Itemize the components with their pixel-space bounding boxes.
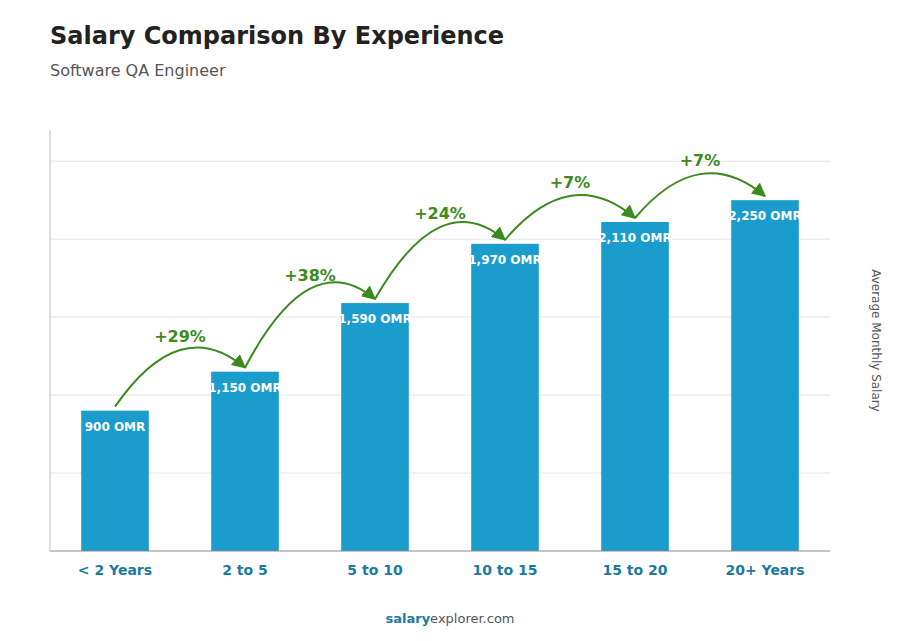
annotation: +7% [680, 151, 721, 170]
annotation: +7% [550, 173, 591, 192]
annotations: +29% +38% +24% +7% +7% [115, 151, 765, 407]
annotation-arrow [505, 195, 635, 240]
annotation: +38% [284, 266, 336, 285]
bar [731, 200, 799, 551]
x-tick-label: 2 to 5 [222, 562, 268, 578]
data-label: 1,590 OMR [338, 312, 412, 326]
grid-line [50, 317, 830, 318]
annotation-arrow [635, 173, 765, 218]
chart: Salary Comparison By Experience Software … [0, 0, 900, 641]
bar [81, 411, 149, 551]
annotation: +24% [414, 204, 466, 223]
data-label: 1,970 OMR [468, 253, 542, 267]
x-tick-label: < 2 Years [78, 562, 152, 578]
bars [81, 200, 799, 551]
annotation: +29% [154, 327, 206, 346]
x-tick-label: 15 to 20 [602, 562, 667, 578]
bar [471, 244, 539, 551]
subtitle: Software QA Engineer [50, 61, 226, 80]
x-axis [50, 551, 830, 552]
x-tick-label: 10 to 15 [472, 562, 537, 578]
watermark: salaryexplorer.com [385, 611, 514, 626]
watermark-bold: salary [385, 611, 430, 626]
bar [211, 372, 279, 551]
y-axis-label: Average Monthly Salary [869, 269, 883, 412]
annotation-arrow [375, 222, 505, 299]
bar [601, 222, 669, 551]
data-label: 2,110 OMR [598, 231, 672, 245]
data-label: 900 OMR [85, 420, 146, 434]
annotation-arrow [245, 282, 375, 368]
title: Salary Comparison By Experience [50, 22, 504, 50]
x-tick-label: 20+ Years [725, 562, 804, 578]
grid [50, 161, 830, 473]
annotation-arrow [115, 347, 245, 406]
x-tick-label: 5 to 10 [347, 562, 403, 578]
y-axis [50, 130, 51, 551]
bar [341, 303, 409, 551]
chart-container: Salary Comparison By Experience Software … [0, 0, 900, 641]
watermark-normal: explorer.com [430, 611, 514, 626]
grid-line [50, 395, 830, 396]
data-label: 1,150 OMR [208, 381, 282, 395]
grid-line [50, 239, 830, 240]
grid-line [50, 473, 830, 474]
data-label: 2,250 OMR [728, 209, 802, 223]
